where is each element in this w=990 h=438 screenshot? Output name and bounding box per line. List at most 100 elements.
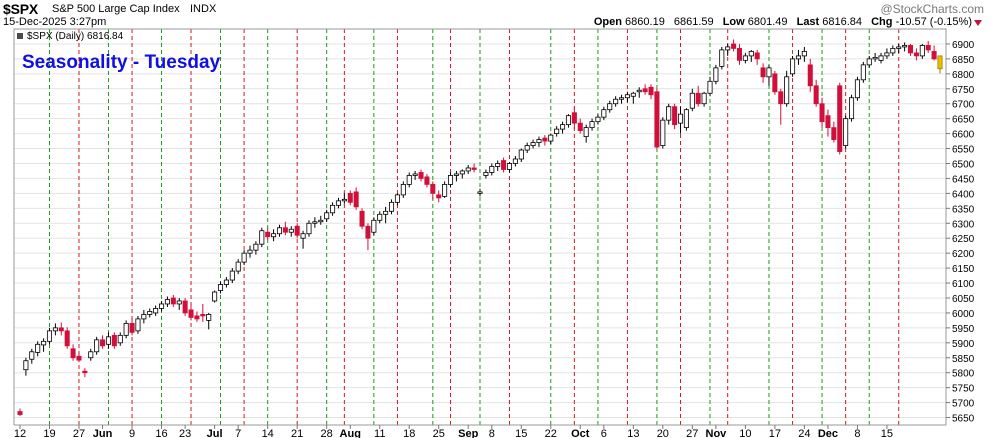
candle-body [359, 210, 365, 227]
candle-body [123, 322, 129, 336]
candle-body [524, 145, 530, 151]
candle-body [206, 314, 212, 321]
candle-body [52, 327, 58, 332]
candle-body [259, 230, 265, 245]
y-tick-label: 6850 [952, 55, 975, 66]
candle-body [212, 291, 218, 302]
x-tick-label: 11 [374, 428, 385, 438]
y-tick-label: 5750 [952, 384, 975, 395]
x-tick-label: 23 [179, 428, 191, 438]
candle-body [176, 300, 182, 305]
candle-body [300, 233, 306, 239]
candle-body [819, 103, 825, 123]
candle-body [683, 109, 689, 129]
candle-body [748, 51, 754, 57]
last-value: 6816.84 [822, 16, 863, 28]
candle-body [754, 52, 760, 60]
x-tick-label: 13 [627, 428, 639, 438]
candle-body [707, 80, 713, 94]
y-tick-label: 6450 [952, 174, 975, 185]
candle-body [843, 118, 849, 146]
candle-body [583, 127, 589, 137]
candle-body [324, 212, 330, 220]
x-tick-label: Oct [571, 428, 590, 438]
candle-body [831, 127, 837, 140]
candle-body [312, 221, 318, 224]
candle-body [907, 45, 914, 54]
x-tick-label: 19 [43, 428, 55, 438]
candle-body [58, 327, 64, 332]
candle-body [613, 98, 619, 105]
quote-strip: Open 6860.19 6861.59 Low 6801.49 Last 68… [594, 16, 972, 28]
candle-body [453, 173, 459, 176]
x-tick-label: 15 [515, 428, 527, 438]
candle-body [64, 330, 70, 347]
x-tick-label: 16 [155, 428, 167, 438]
candle-body [624, 94, 630, 99]
candle-body [937, 55, 943, 70]
candle-body [530, 142, 536, 146]
candle-body [306, 222, 312, 235]
candle-body [731, 43, 737, 49]
candle-body [571, 112, 577, 124]
candle-body [589, 121, 595, 129]
candle-body [489, 166, 495, 173]
candle-body [807, 64, 813, 87]
y-tick-label: 6100 [952, 279, 975, 290]
x-tick-label: 20 [657, 428, 669, 438]
candle-body [164, 299, 170, 305]
candle-body [465, 167, 471, 172]
candle-body [778, 91, 784, 105]
chg-label: Chg [871, 16, 893, 28]
candle-body [41, 340, 47, 346]
candle-body [607, 103, 613, 111]
candle-body [94, 339, 100, 353]
candle-body [501, 160, 507, 170]
exchange-label: INDX [190, 3, 217, 15]
y-axis: 5650 5700 5750 5800 5850 5900 5950 6000 6050 6100… [946, 40, 975, 425]
candle-body [919, 45, 925, 57]
candle-body [536, 139, 542, 143]
candle-body [235, 261, 241, 272]
candle-body [896, 46, 902, 49]
candle-body [194, 315, 200, 320]
candle-body [418, 172, 424, 179]
y-tick-label: 5700 [952, 399, 975, 410]
candle-body [931, 51, 937, 60]
candle-body [913, 52, 919, 57]
candle-body [542, 137, 548, 142]
x-tick-label: Dec [818, 428, 838, 438]
x-tick-label: Sep [458, 428, 478, 438]
candle-body [560, 124, 566, 130]
candle-body [400, 184, 406, 196]
candle-body [872, 56, 878, 60]
y-tick-label: 6150 [952, 264, 975, 275]
candle-body [595, 116, 601, 123]
candle-body [88, 351, 94, 359]
candle-body [217, 284, 224, 291]
candle-body [188, 309, 194, 318]
x-tick-label: 25 [433, 428, 445, 438]
y-tick-label: 6750 [952, 85, 975, 96]
candle-body [223, 279, 229, 285]
candle-body [23, 360, 29, 371]
low-label: Low [722, 16, 745, 28]
x-tick-label: 14 [262, 428, 274, 438]
x-tick-label: 12 [14, 428, 26, 438]
grid-layer [14, 43, 946, 419]
candle-body [46, 330, 53, 342]
candle-body [82, 370, 88, 374]
candle-body [742, 55, 748, 61]
candle-body [430, 184, 436, 194]
candle-body [447, 175, 454, 185]
x-tick-label: Aug [340, 428, 361, 438]
candle-body [383, 210, 389, 215]
candle-body [471, 167, 477, 170]
candle-body [636, 89, 642, 93]
x-tick-label: 24 [798, 428, 810, 438]
candle-body [713, 67, 719, 82]
y-tick-label: 6050 [952, 294, 975, 305]
candle-body [860, 64, 866, 81]
candle-body [241, 252, 247, 263]
candle-body [648, 86, 654, 96]
